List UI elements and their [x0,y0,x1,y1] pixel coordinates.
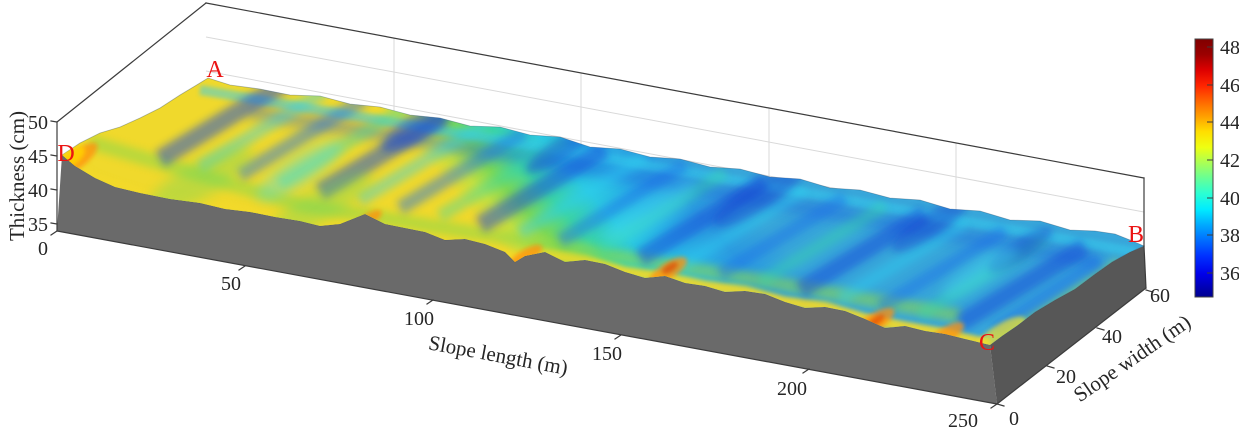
z-tick-labels: 50 45 40 35 [28,112,48,236]
x-tick-200: 200 [777,378,807,400]
corner-marker-c: C [979,330,995,356]
x-tick-100: 100 [404,308,434,330]
block-right-face [990,246,1146,404]
axis-box-edges [50,2,1154,409]
z-tick-35: 35 [28,214,48,236]
y-tick-0: 0 [1009,408,1019,430]
gridline-z45 [205,36,1145,213]
y-tick-labels: 0 20 40 60 [1009,285,1170,430]
streaks-blue [236,93,1104,336]
colorbar-tick-48: 48 [1220,37,1239,59]
x-axis-line [56,230,998,405]
base-block [57,155,1146,404]
colorbar-tick-44: 44 [1220,112,1239,134]
x-tick-250: 250 [948,410,978,432]
patch-yellow-corner-c [974,316,1026,345]
z-tick-40: 40 [28,180,48,202]
x-axis-ticks [50,230,998,409]
streaks-cyan [196,85,969,305]
colorbar: 48 46 44 42 40 38 36 [1194,37,1239,298]
colorbar-tick-42: 42 [1220,150,1239,172]
corner-marker-b: B [1128,222,1144,248]
z-tick-45: 45 [28,146,48,168]
colorbar-gradient [1194,38,1214,298]
corner-marker-d: D [57,141,74,167]
z-axis-label: Thickness (cm) [5,111,29,241]
colorbar-tick-46: 46 [1220,75,1239,97]
y-tick-20: 20 [1056,366,1076,388]
y-axis-line [996,287,1147,405]
x-tick-50: 50 [221,273,241,295]
corner-markers: A B C D [57,57,1144,356]
colorbar-tick-labels: 48 46 44 42 40 38 36 [1220,37,1239,285]
patches-bright-cyan [257,140,1019,299]
streaks-navy [155,78,1090,331]
corner-marker-a: A [206,57,224,83]
colorbar-ticks [1207,46,1213,274]
z-axis-ticks [50,120,58,225]
y-tick-40: 40 [1102,326,1122,348]
y-axis-ticks [996,289,1154,407]
x-tick-150: 150 [592,343,622,365]
colorbar-tick-40: 40 [1220,188,1239,210]
y-tick-60: 60 [1150,285,1170,307]
block-back-right-edge [1143,245,1147,289]
colorbar-tick-38: 38 [1220,225,1239,247]
block-front-face [57,155,997,404]
z-tick-50: 50 [28,112,48,134]
x-tick-0: 0 [38,238,48,260]
colorbar-tick-36: 36 [1220,263,1239,285]
top-left-edge [56,2,207,123]
x-axis-label: Slope length (m) [427,330,570,379]
x-tick-labels: 0 50 100 150 200 250 [38,238,978,432]
top-right-edge [205,2,1145,179]
